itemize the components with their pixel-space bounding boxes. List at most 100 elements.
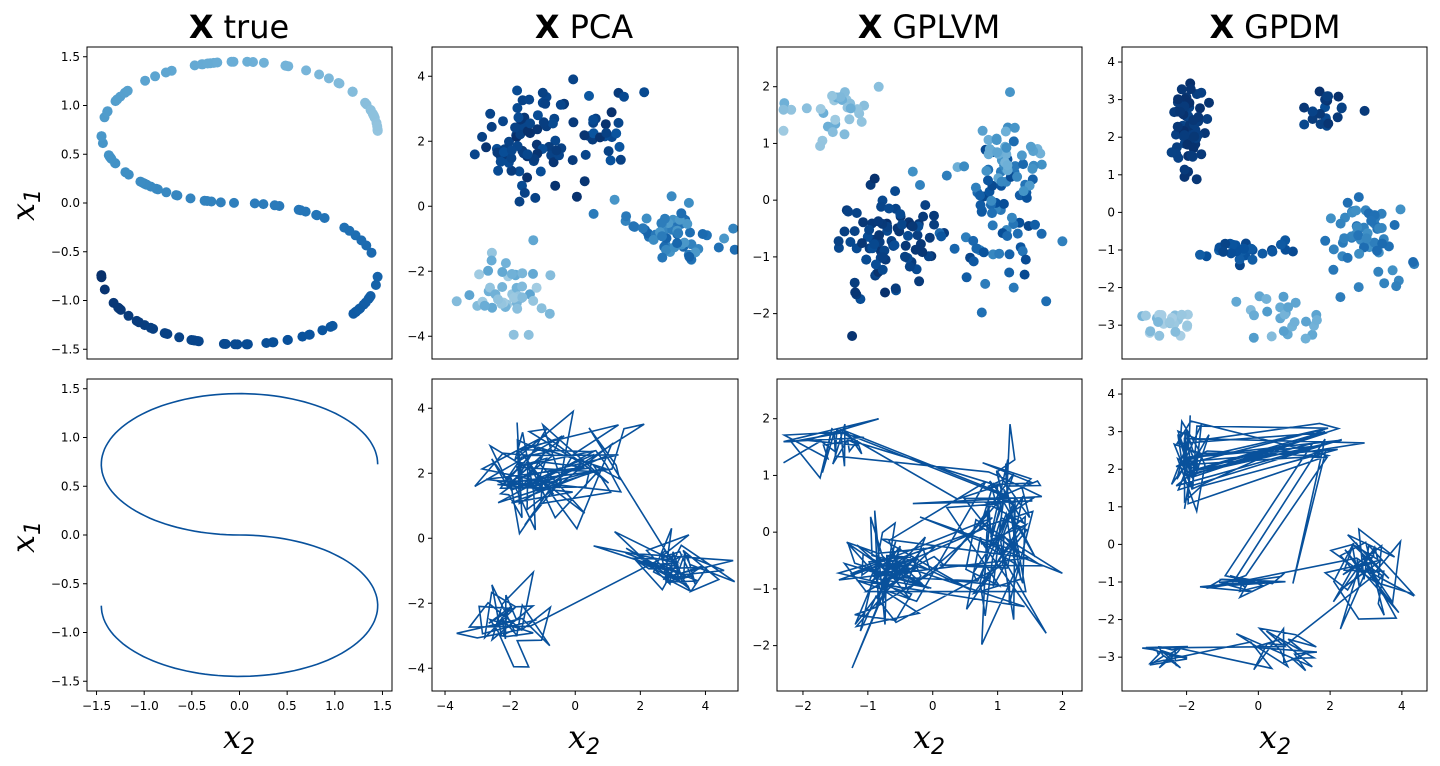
- data-point: [987, 220, 998, 231]
- data-point: [606, 107, 617, 118]
- x-tick-label: 0.5: [278, 699, 297, 713]
- data-point: [514, 166, 525, 177]
- title-method: GPDM: [1244, 8, 1340, 46]
- data-point: [199, 195, 210, 206]
- data-point: [1311, 315, 1322, 326]
- data-point: [1012, 171, 1023, 182]
- data-point: [1267, 246, 1278, 257]
- y-tick-label: −1: [1097, 575, 1115, 589]
- data-point: [847, 331, 858, 341]
- y-tick-label: 1: [762, 468, 770, 482]
- data-point: [1373, 266, 1384, 277]
- data-point: [615, 154, 626, 165]
- data-point: [1025, 141, 1036, 152]
- data-point: [1004, 267, 1015, 278]
- data-point: [545, 270, 556, 281]
- data-point: [628, 221, 639, 232]
- data-point: [477, 131, 488, 142]
- data-point: [485, 282, 495, 293]
- xlabel-gpdm: x2: [1259, 718, 1291, 760]
- y-tick-label: −3: [1097, 650, 1115, 664]
- data-point: [920, 200, 931, 211]
- title-symbol: X: [1209, 8, 1234, 46]
- data-point: [366, 247, 377, 258]
- data-point: [1307, 106, 1318, 117]
- ylabel-base: x: [4, 203, 42, 221]
- data-point: [873, 81, 884, 92]
- data-point: [987, 208, 997, 219]
- ylabel-base: x: [4, 535, 42, 553]
- data-point: [498, 116, 508, 127]
- data-point: [523, 329, 534, 340]
- y-tick-label: 1: [1107, 168, 1115, 182]
- data-point: [1320, 235, 1331, 246]
- data-point: [904, 261, 915, 272]
- data-point: [970, 182, 981, 193]
- true-scatter-panel: −1.5 −1.0 −0.5 0.0 0.5 1.0 1.5: [51, 46, 393, 360]
- xlabel-sub: 2: [241, 735, 255, 760]
- data-point: [1315, 119, 1326, 130]
- y-tick-label: 0: [417, 531, 425, 545]
- data-point: [1333, 91, 1344, 102]
- data-point: [1408, 257, 1419, 267]
- y-tick-label: −0.5: [51, 577, 80, 591]
- gpdm-scatter-frame: [1121, 46, 1428, 360]
- data-point: [528, 235, 539, 246]
- data-point: [528, 295, 539, 306]
- y-tick-label: 0: [762, 193, 770, 207]
- data-point: [1218, 246, 1229, 257]
- x-tick-label: −1.5: [82, 699, 111, 713]
- data-point: [1325, 213, 1336, 224]
- data-point: [212, 57, 223, 68]
- data-point: [269, 200, 280, 211]
- data-point: [1016, 150, 1027, 161]
- data-point: [304, 329, 315, 340]
- xlabel-sub: 2: [1277, 735, 1291, 760]
- ylabel-sub: 1: [21, 189, 46, 203]
- data-point: [1010, 161, 1021, 172]
- series-line: [1142, 415, 1416, 672]
- data-point: [1012, 228, 1023, 239]
- data-point: [1004, 249, 1015, 260]
- x-tick-label: 2: [1059, 699, 1067, 713]
- data-point: [857, 238, 867, 249]
- data-point: [876, 201, 887, 212]
- y-tick-label: 3: [1107, 425, 1115, 439]
- data-point: [729, 244, 738, 255]
- data-point: [1239, 243, 1249, 254]
- data-point: [1372, 245, 1382, 256]
- data-point: [1027, 163, 1038, 174]
- data-point: [258, 57, 269, 68]
- data-point: [568, 74, 579, 85]
- data-point: [1176, 309, 1187, 320]
- pca-line-panel: −4 −2 0 2 4 −4 −2 0 2 4: [407, 378, 739, 713]
- data-point: [666, 191, 677, 202]
- true-scatter-marks: [96, 56, 383, 350]
- y-tick-label: 2: [762, 412, 770, 426]
- data-point: [1323, 118, 1334, 129]
- title-method: PCA: [570, 8, 634, 46]
- data-point: [356, 235, 367, 246]
- data-point: [512, 103, 523, 113]
- data-point: [1172, 121, 1183, 132]
- data-point: [1379, 278, 1390, 289]
- data-point: [96, 131, 107, 142]
- data-point: [514, 196, 525, 207]
- title-method: true: [224, 8, 290, 46]
- data-point: [148, 323, 159, 334]
- data-point: [983, 149, 994, 160]
- data-point: [1196, 87, 1207, 98]
- y-tick-label: 0.0: [61, 528, 80, 542]
- data-point: [140, 75, 151, 86]
- data-point: [1036, 159, 1047, 170]
- data-point: [915, 180, 925, 190]
- data-point: [873, 216, 884, 227]
- data-point: [571, 191, 582, 202]
- x-tick-label: −2: [1178, 699, 1196, 713]
- data-point: [870, 259, 881, 270]
- data-point: [495, 156, 506, 167]
- data-point: [96, 272, 107, 283]
- data-point: [1354, 248, 1365, 259]
- y-tick-label: 4: [417, 69, 425, 83]
